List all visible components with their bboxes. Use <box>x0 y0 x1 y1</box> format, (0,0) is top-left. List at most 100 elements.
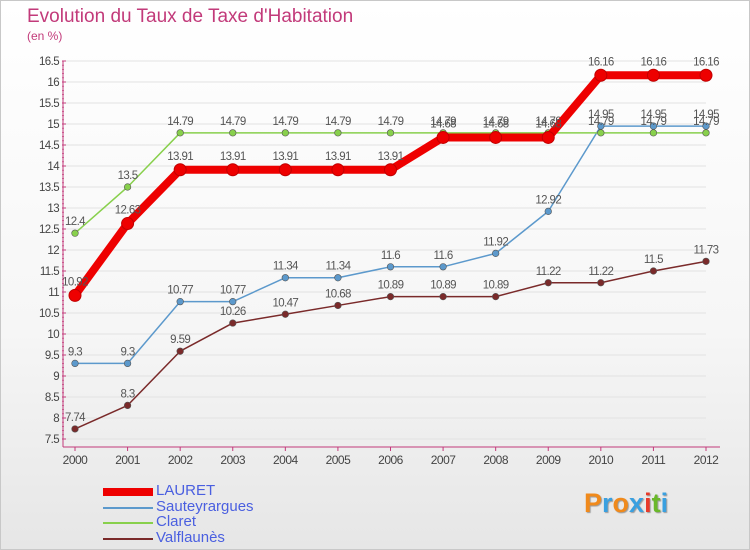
x-tick-label: 2000 <box>63 453 89 467</box>
data-point <box>702 129 710 137</box>
y-tick-label: 11 <box>48 287 59 299</box>
data-label: 13.5 <box>118 170 138 182</box>
data-label: 14.79 <box>220 116 246 128</box>
x-tick-label: 2003 <box>220 453 246 467</box>
data-point <box>439 263 447 271</box>
x-tick-label: 2011 <box>642 453 667 467</box>
y-tick-label: 8 <box>53 413 59 425</box>
y-tick-label: 9.5 <box>45 350 59 362</box>
data-point <box>646 68 660 82</box>
data-point <box>278 163 292 177</box>
data-label: 16.16 <box>641 56 667 68</box>
data-label: 10.77 <box>220 285 246 297</box>
data-point <box>226 163 240 177</box>
data-point <box>649 129 658 137</box>
data-point <box>492 293 500 301</box>
data-point <box>649 267 658 275</box>
data-label: 16.16 <box>693 56 719 68</box>
data-label: 10.89 <box>430 280 456 292</box>
proxiti-logo: Proxiti <box>584 488 668 519</box>
data-point <box>386 293 395 301</box>
data-label: 14.68 <box>483 118 509 130</box>
x-tick-label: 2004 <box>273 453 299 467</box>
data-point <box>597 279 605 287</box>
data-point <box>544 207 552 215</box>
data-point <box>71 359 79 368</box>
y-tick-label: 7.5 <box>45 434 59 446</box>
legend-label: Sauteyrargues <box>156 497 254 515</box>
data-point <box>281 274 289 282</box>
data-label: 11.6 <box>434 250 453 262</box>
data-point <box>386 263 395 271</box>
data-label: 10.92 <box>62 276 88 288</box>
data-point <box>334 274 342 282</box>
data-label: 11.92 <box>483 236 508 248</box>
y-tick-label: 8.5 <box>45 392 59 404</box>
legend-swatch <box>103 488 153 496</box>
data-point <box>68 288 82 302</box>
legend-swatch <box>103 522 153 524</box>
data-point <box>71 229 79 237</box>
data-point <box>121 217 135 231</box>
data-label: 14.79 <box>167 116 193 128</box>
y-tick-label: 14 <box>47 161 60 173</box>
logo-letter: i <box>660 488 669 518</box>
data-point <box>334 129 342 137</box>
data-point <box>384 163 397 177</box>
data-label: 11.22 <box>536 266 561 278</box>
data-label: 10.26 <box>220 306 246 318</box>
data-label: 11.73 <box>694 244 719 256</box>
data-point <box>699 68 713 82</box>
data-label: 14.79 <box>325 116 351 128</box>
data-point <box>439 293 447 301</box>
data-label: 11.34 <box>273 261 299 273</box>
data-point <box>123 401 132 410</box>
data-label: 16.16 <box>588 56 614 68</box>
data-point <box>436 130 450 144</box>
x-tick-label: 2010 <box>588 453 614 467</box>
y-tick-label: 12.5 <box>39 224 59 236</box>
data-label: 14.95 <box>693 109 719 121</box>
logo-letter: P <box>584 488 603 518</box>
data-label: 12.4 <box>65 216 86 228</box>
data-label: 9.59 <box>170 334 190 346</box>
logo-letter: i <box>644 488 652 518</box>
data-point <box>541 130 555 144</box>
legend-label: Claret <box>156 513 197 530</box>
data-label: 13.91 <box>378 151 404 163</box>
x-tick-label: 2006 <box>378 453 404 467</box>
x-tick-label: 2001 <box>115 453 141 467</box>
data-label: 9.3 <box>68 346 82 358</box>
logo-letter: o <box>612 488 630 518</box>
y-tick-label: 12 <box>47 245 59 257</box>
data-label: 8.3 <box>120 388 134 400</box>
data-label: 14.68 <box>535 118 561 130</box>
x-tick-label: 2012 <box>694 453 720 467</box>
x-tick-label: 2009 <box>536 453 562 467</box>
y-tick-label: 14.5 <box>39 140 59 152</box>
data-label: 9.3 <box>120 346 134 358</box>
data-label: 14.68 <box>430 118 456 130</box>
legend-swatch <box>103 537 153 540</box>
x-tick-label: 2005 <box>326 453 352 467</box>
legend-label: Valflaunès <box>156 528 225 546</box>
data-label: 11.5 <box>644 254 663 266</box>
data-point <box>489 130 503 144</box>
data-point <box>173 163 187 177</box>
data-label: 12.92 <box>535 194 561 206</box>
legend-label: LAURET <box>156 482 216 499</box>
data-point <box>331 163 345 177</box>
data-point <box>386 129 395 137</box>
data-point <box>229 129 237 137</box>
data-label: 10.77 <box>167 285 193 297</box>
data-point <box>334 301 342 310</box>
x-tick-label: 2002 <box>168 453 194 467</box>
data-point <box>594 68 608 82</box>
y-tick-label: 16 <box>47 77 59 89</box>
y-tick-label: 11.5 <box>40 266 59 278</box>
data-point <box>71 425 79 433</box>
data-label: 11.6 <box>381 250 400 262</box>
data-label: 14.95 <box>641 109 667 121</box>
